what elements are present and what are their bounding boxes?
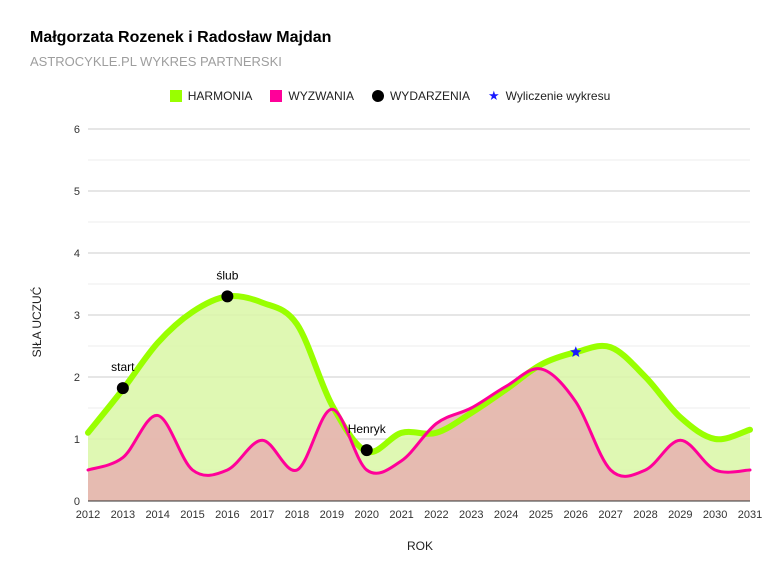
x-tick-label: 2021: [389, 509, 413, 521]
x-tick-label: 2030: [703, 509, 727, 521]
y-tick-label: 5: [74, 186, 80, 198]
legend-swatch-harmonia: [169, 90, 182, 102]
chart-title: Małgorzata Rozenek i Radosław Majdan: [30, 29, 332, 46]
series-line-harmonia: [85, 293, 753, 456]
y-tick-label: 6: [74, 124, 80, 136]
event-label: start: [111, 360, 135, 374]
series-line-wyzwania: [86, 367, 752, 478]
legend-label-wyliczenie: Wyliczenie wykresu: [505, 89, 611, 103]
x-tick-label: 2013: [111, 509, 135, 521]
legend-item-wyzwania[interactable]: WYZWANIA: [270, 89, 354, 103]
x-tick-label: 2031: [738, 509, 762, 521]
legend-item-wydarzenia[interactable]: WYDARZENIA: [371, 89, 470, 103]
x-tick-label: 2016: [215, 509, 239, 521]
area-wyzwania: [88, 368, 750, 501]
event-point: [360, 444, 373, 457]
legend-dot-icon: [371, 90, 384, 102]
y-tick-label: 3: [74, 310, 80, 322]
x-tick-label: 2022: [424, 509, 448, 521]
x-tick-label: 2025: [529, 509, 553, 521]
legend-item-wyliczenie[interactable]: ★ Wyliczenie wykresu: [488, 89, 610, 103]
x-tick-label: 2027: [598, 509, 622, 521]
x-tick-label: 2023: [459, 509, 483, 521]
event-label: Henryk: [348, 422, 387, 436]
legend-star-icon: ★: [488, 88, 500, 103]
y-tick-label: 1: [74, 434, 80, 446]
event-point: [116, 382, 129, 395]
x-tick-label: 2018: [285, 509, 309, 521]
x-tick-label: 2028: [633, 509, 657, 521]
event-label: ślub: [216, 268, 238, 282]
chart-subtitle: ASTROCYKLE.PL WYKRES PARTNERSKI: [30, 54, 282, 69]
x-axis-title: ROK: [406, 539, 434, 553]
y-tick-label: 4: [74, 248, 80, 260]
legend-label-harmonia: HARMONIA: [187, 89, 253, 103]
legend: HARMONIA WYZWANIA WYDARZENIA ★ Wyliczeni…: [0, 89, 780, 103]
legend-label-wyzwania: WYZWANIA: [288, 89, 354, 103]
legend-label-wydarzenia: WYDARZENIA: [389, 89, 470, 103]
y-tick-label: 0: [74, 496, 80, 508]
x-tick-label: 2017: [250, 509, 274, 521]
x-tick-label: 2012: [76, 509, 100, 521]
calc-star-marker: [570, 346, 582, 358]
x-tick-label: 2024: [494, 509, 518, 521]
x-tick-label: 2026: [564, 509, 588, 521]
x-tick-label: 2029: [668, 509, 692, 521]
x-tick-label: 2020: [354, 509, 378, 521]
x-tick-label: 2019: [320, 509, 344, 521]
event-point: [221, 290, 234, 303]
legend-item-harmonia[interactable]: HARMONIA: [169, 89, 253, 103]
legend-swatch-wyzwania: [270, 90, 283, 102]
y-tick-label: 2: [74, 372, 80, 384]
x-tick-label: 2015: [180, 509, 204, 521]
x-tick-label: 2014: [145, 509, 169, 521]
